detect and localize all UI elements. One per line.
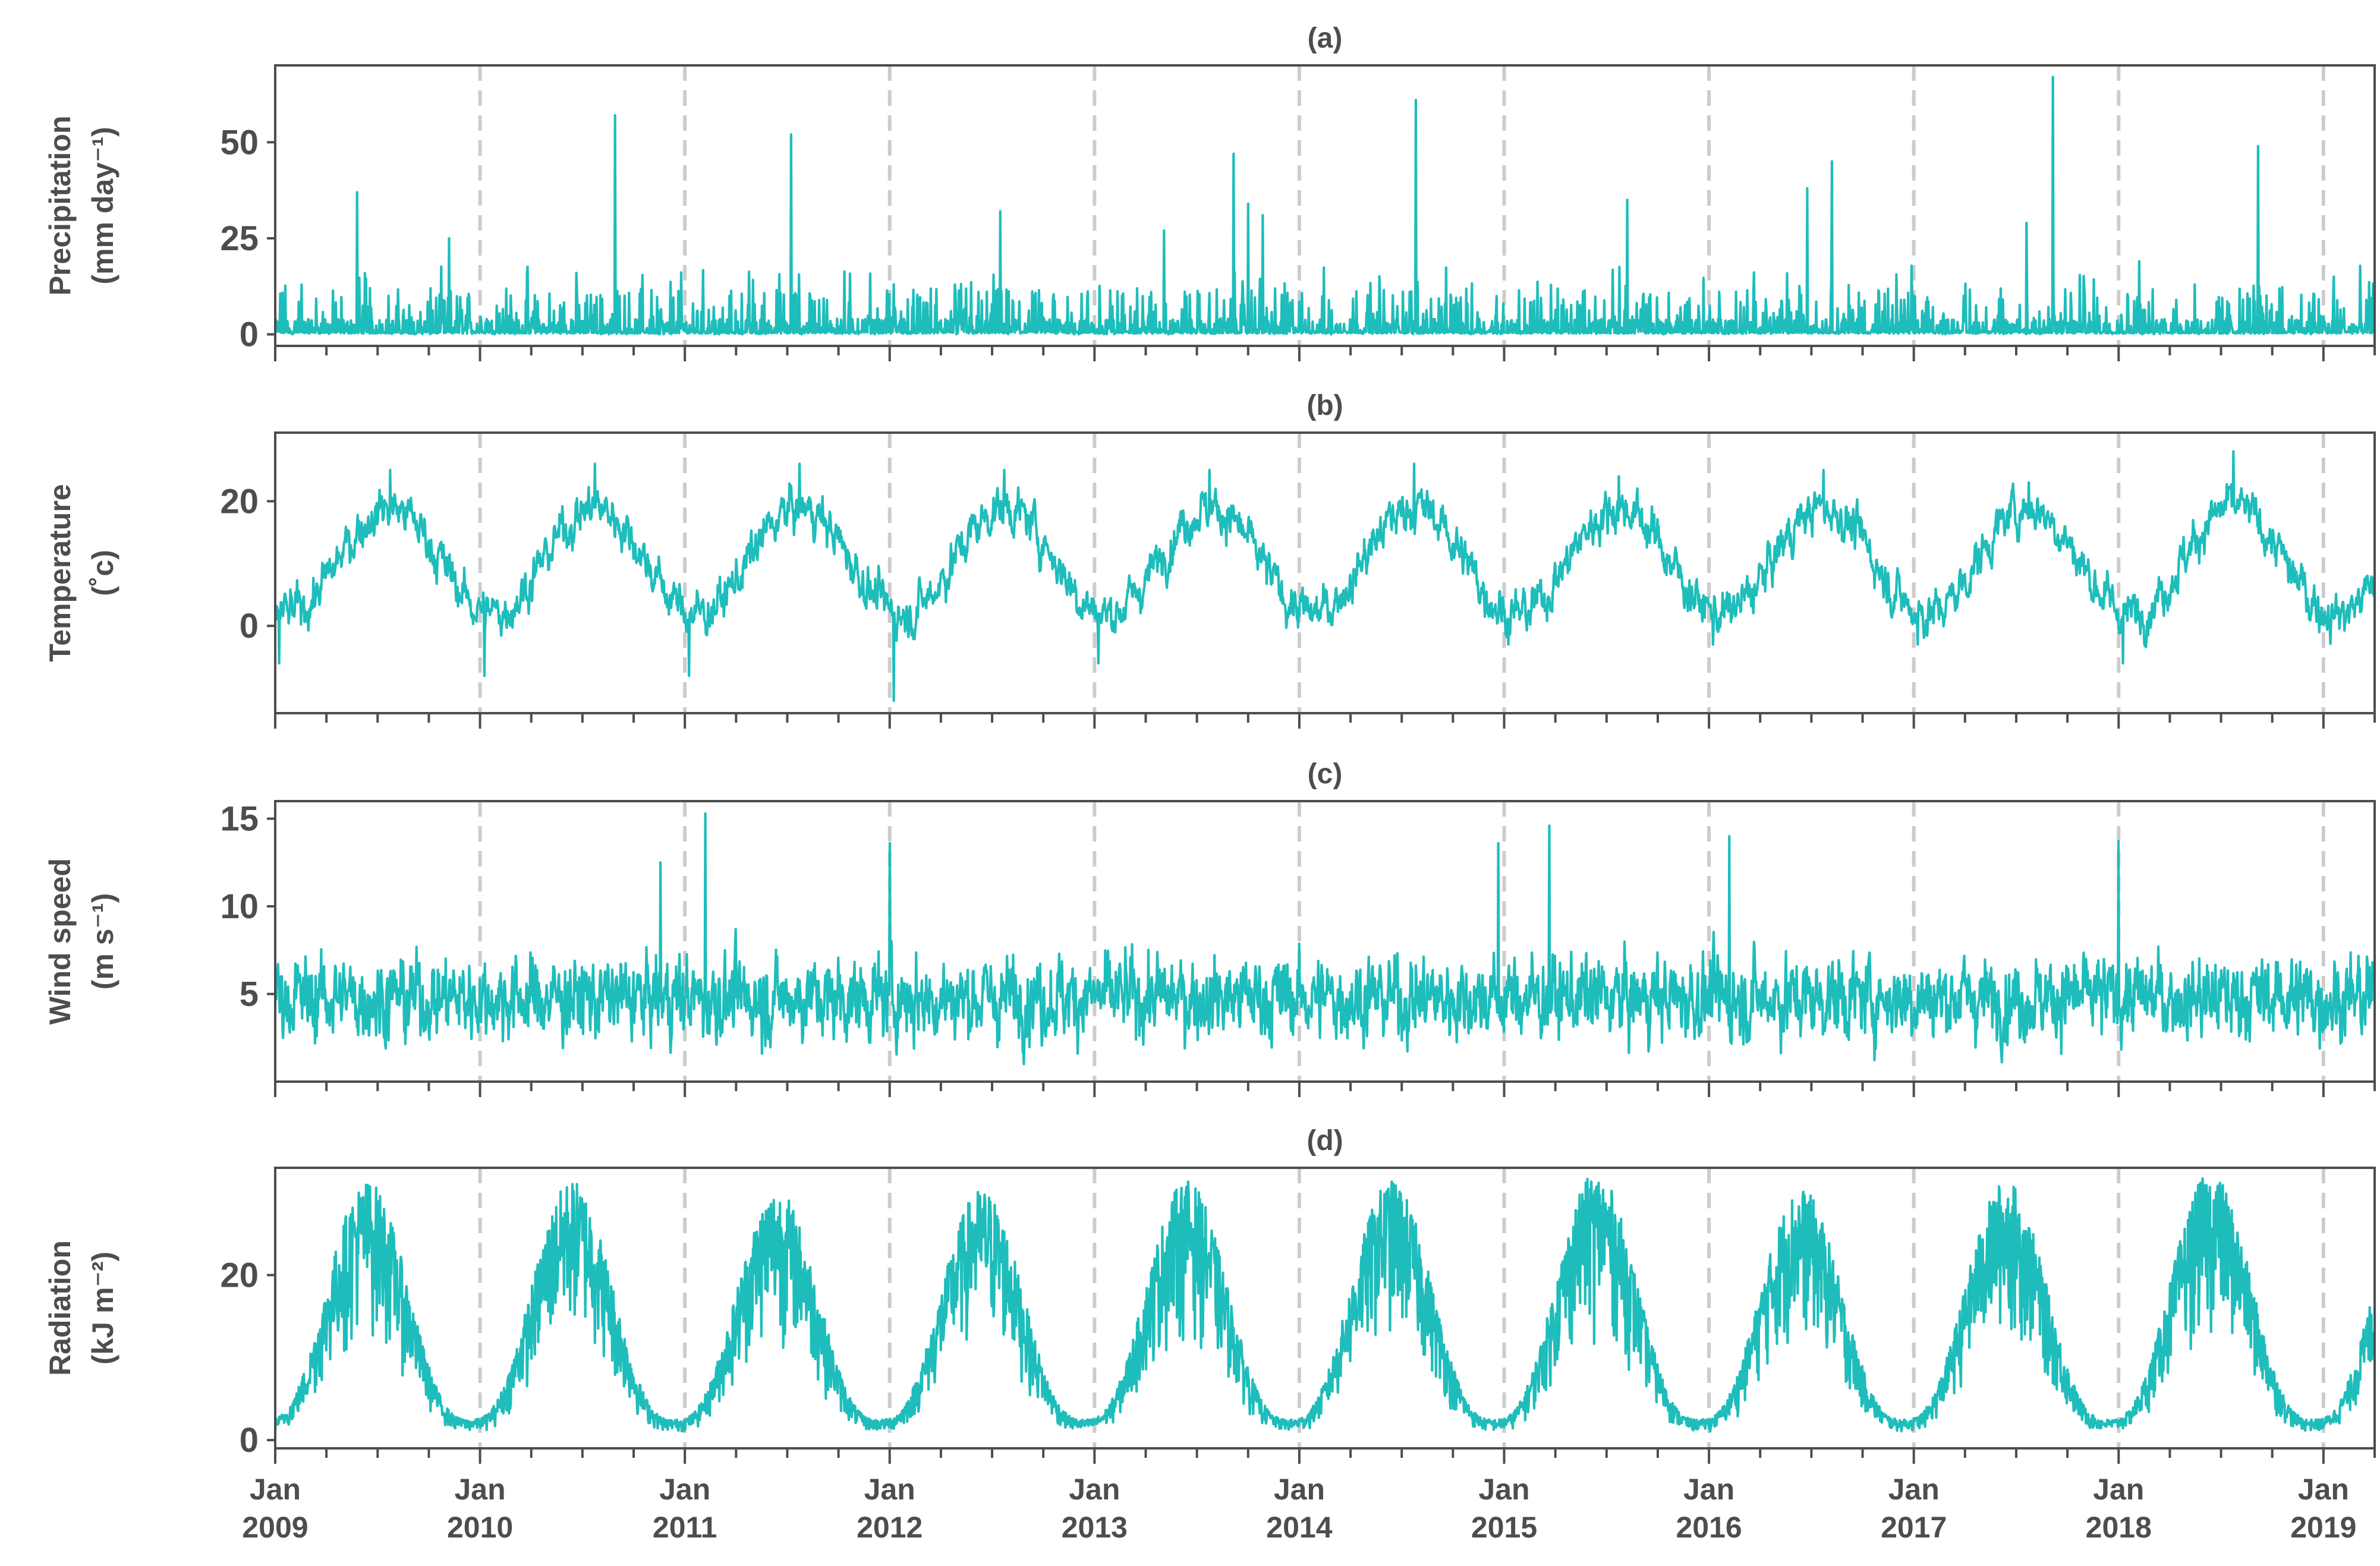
x-tick-label-year: 2012 [857, 1511, 923, 1544]
panel-c: 5 10 15 (c) Wind speed (m s⁻¹) [43, 758, 2376, 1097]
panel-title: (a) [1308, 23, 1343, 54]
y-axis-label: Wind speed [43, 858, 77, 1025]
x-tick-label-month: Jan [454, 1473, 505, 1506]
y-tick-label: 10 [220, 887, 259, 926]
y-tick-label: 20 [220, 482, 259, 521]
x-tick-label-year: 2016 [1676, 1511, 1742, 1544]
x-tick-label-month: Jan [864, 1473, 915, 1506]
axes-frame [274, 64, 2376, 347]
y-axis-unit: (kJ m⁻²) [86, 1252, 119, 1365]
y-tick-label: 20 [220, 1256, 259, 1294]
series-line-wind-speed [274, 812, 2376, 1066]
y-axis-label: Radiation [43, 1240, 77, 1376]
panel-a: 0 25 50 (a) Precipitation (mm day⁻¹) [43, 23, 2376, 361]
x-tick-label-year: 2010 [447, 1511, 513, 1544]
x-tick-label-month: Jan [1683, 1473, 1734, 1506]
x-tick-label-month: Jan [1888, 1473, 1940, 1506]
panel-title: (b) [1307, 390, 1343, 421]
x-tick-label-year: 2015 [1471, 1511, 1537, 1544]
x-tick-label-year: 2017 [1881, 1511, 1947, 1544]
x-tick-label-month: Jan [659, 1473, 710, 1506]
x-tick-label-month: Jan [2093, 1473, 2144, 1506]
panel-title: (c) [1308, 758, 1343, 790]
y-axis-label: Temperature [43, 484, 77, 661]
x-tick-label-year: 2019 [2290, 1511, 2356, 1544]
x-tick-label-month: Jan [1069, 1473, 1120, 1506]
x-tick-label-year: 2011 [653, 1511, 717, 1544]
y-tick-label: 50 [220, 123, 259, 162]
axes-frame [274, 800, 2376, 1083]
y-tick-label: 0 [240, 1421, 259, 1460]
x-tick-label-month: Jan [1478, 1473, 1529, 1506]
series-line-precipitation [273, 75, 2376, 336]
panel-d: 0 20 (d) Radiation (kJ m⁻²) [43, 1125, 2376, 1464]
series-line-radiation [273, 1177, 2376, 1433]
x-tick-label-month: Jan [2298, 1473, 2349, 1506]
y-axis-unit: (˚c) [86, 550, 119, 596]
y-axis-unit: (m s⁻¹) [86, 893, 119, 990]
panel-b: 0 20 (b) Temperature (˚c) [43, 390, 2376, 729]
y-axis-unit: (mm day⁻¹) [86, 127, 119, 284]
x-tick-label-year: 2014 [1266, 1511, 1332, 1544]
x-tick-label-month: Jan [250, 1473, 301, 1506]
y-tick-label: 15 [220, 800, 259, 839]
panel-title: (d) [1307, 1125, 1343, 1157]
series-line-temperature [273, 450, 2376, 702]
y-tick-label: 0 [240, 316, 259, 354]
x-tick-label-year: 2013 [1062, 1511, 1128, 1544]
y-axis-label: Precipitation [43, 116, 77, 296]
x-tick-label-year: 2009 [242, 1511, 308, 1544]
x-tick-label-year: 2018 [2086, 1511, 2152, 1544]
axes-frame [274, 1167, 2376, 1450]
axes-frame [274, 431, 2376, 714]
y-tick-label: 25 [220, 219, 259, 258]
x-tick-label-month: Jan [1274, 1473, 1325, 1506]
y-tick-label: 0 [240, 607, 259, 645]
y-tick-label: 5 [240, 975, 259, 1014]
